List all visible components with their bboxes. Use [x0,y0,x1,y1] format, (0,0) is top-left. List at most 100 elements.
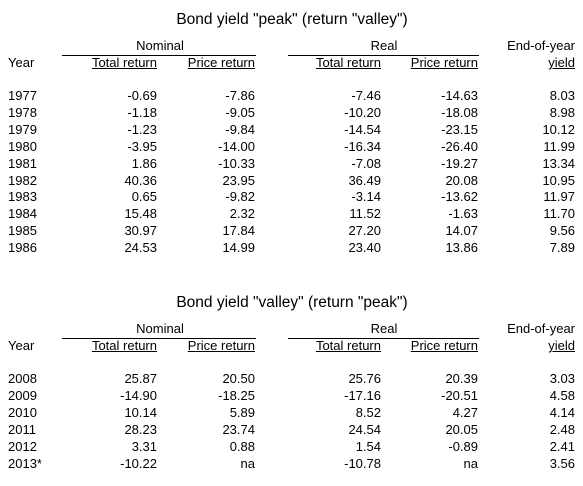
cell: -1.18 [127,104,157,120]
cell: -9.82 [225,189,255,205]
cell: 11.70 [543,206,575,222]
cell: na [463,455,478,471]
group-header: Real [370,38,398,53]
cell: 23.95 [222,172,255,188]
cell: 25.76 [348,371,381,386]
cell: -10.22 [120,455,157,471]
cell: 13.86 [445,240,478,256]
cell: -3.95 [127,138,157,154]
cell: 2.41 [549,438,575,454]
cell: -7.86 [225,88,255,103]
cell: -0.69 [127,88,157,103]
cell: -10.33 [218,155,255,171]
cell: -26.40 [441,138,478,154]
cell: -17.16 [344,387,381,403]
row-year: 1986 [8,240,37,256]
cell: 13.34 [542,155,575,171]
table-title: Bond yield "valley" (return "peak") [176,294,408,311]
cell: 28.23 [124,421,157,437]
cell: 8.03 [549,88,575,103]
cell: 10.14 [124,404,157,420]
cell: -18.08 [441,104,478,120]
group-rule [62,55,256,56]
cell: -10.78 [344,455,381,471]
cell: -13.62 [441,189,478,205]
cell: -14.54 [344,121,381,137]
row-year: 2010 [8,404,37,420]
cell: 1.54 [355,438,381,454]
column-header: Total return [91,55,157,70]
column-header: Price return [187,338,255,353]
cell: 2.32 [229,206,255,222]
group-header: End-of-year [507,38,575,53]
row-year: 1983 [8,189,37,205]
cell: -9.84 [225,121,255,137]
cell: -16.34 [344,138,381,154]
column-header: Total return [91,338,157,353]
group-header: Nominal [136,38,184,53]
column-header: Total return [315,55,381,70]
cell: -7.08 [351,155,381,171]
cell: -3.14 [351,189,381,205]
cell: -9.05 [225,104,255,120]
cell: 25.87 [124,371,157,386]
group-header: Real [370,321,398,336]
cell: 0.65 [131,189,157,205]
cell: 10.95 [542,172,575,188]
cell: 30.97 [124,223,157,239]
cell: 23.74 [222,421,255,437]
cell: -1.63 [448,206,478,222]
row-year: 1978 [8,104,37,120]
cell: -10.20 [344,104,381,120]
cell: 2.48 [549,421,575,437]
cell: 3.31 [131,438,157,454]
row-year: 2012 [8,438,37,454]
column-header: Year [8,55,35,70]
group-header: Nominal [136,321,184,336]
cell: 4.58 [549,387,575,403]
row-year: 2009 [8,387,37,403]
cell: 24.53 [124,240,157,256]
cell: 4.14 [549,404,575,420]
row-year: 1984 [8,206,37,222]
cell: 8.52 [355,404,381,420]
cell: 11.52 [349,206,381,222]
cell: -1.23 [127,121,157,137]
cell: 27.20 [348,223,381,239]
cell: 3.03 [549,371,575,386]
column-header: Year [8,338,35,353]
row-year: 1980 [8,138,37,154]
cell: 4.27 [452,404,478,420]
cell: 40.36 [124,172,157,188]
column-header: yield [548,55,575,70]
cell: 24.54 [348,421,381,437]
row-year: 2008 [8,371,37,386]
cell: 36.49 [348,172,381,188]
row-year: 1977 [8,88,37,103]
cell: 9.56 [549,223,575,239]
cell: 20.05 [445,421,478,437]
cell: 0.88 [229,438,255,454]
cell: -19.27 [441,155,478,171]
cell: -18.25 [218,387,255,403]
cell: 15.48 [124,206,157,222]
cell: 7.89 [549,240,575,256]
cell: 14.99 [222,240,255,256]
cell: -14.00 [218,138,255,154]
row-year: 2011 [8,421,36,437]
group-header: End-of-year [507,321,575,336]
row-year: 1979 [8,121,37,137]
row-year: 2013* [8,455,42,471]
cell: -23.15 [441,121,478,137]
cell: 5.89 [229,404,255,420]
group-rule [288,338,479,339]
cell: -14.90 [120,387,157,403]
cell: 20.39 [445,371,478,386]
cell: 3.56 [549,455,575,471]
cell: 17.84 [222,223,255,239]
column-header: Total return [315,338,381,353]
cell: 11.97 [543,189,575,205]
cell: 23.40 [348,240,381,256]
group-rule [288,55,479,56]
